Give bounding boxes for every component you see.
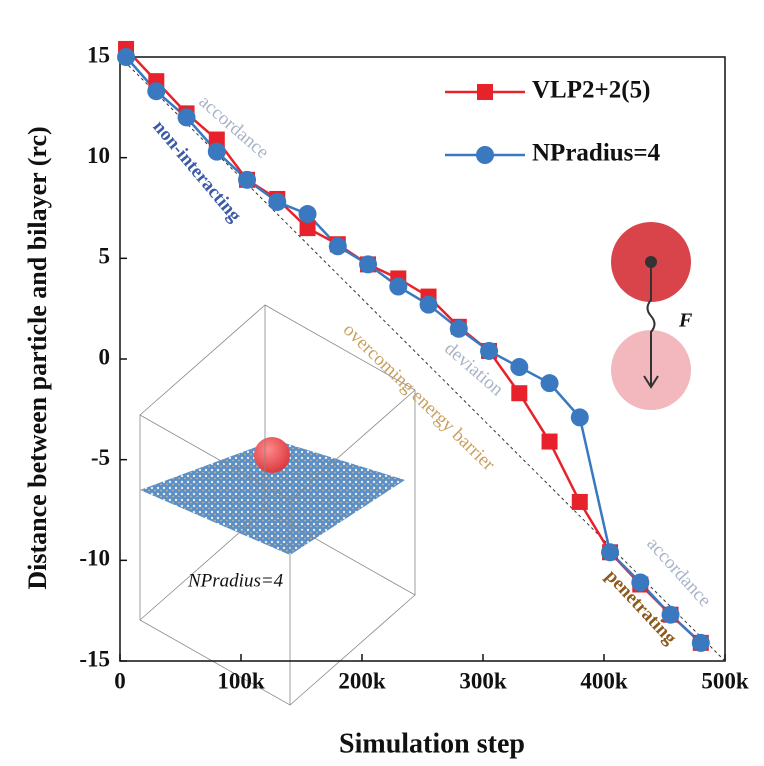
legend-marker (477, 84, 493, 100)
marker (661, 605, 680, 624)
inset-label: NPradius=4 (187, 570, 284, 591)
inset-particle (254, 437, 290, 473)
box-edge (139, 509, 266, 621)
x-tick-label: 300k (459, 668, 507, 693)
force-arrow (643, 375, 659, 389)
y-tick-label: 10 (87, 143, 110, 168)
marker (268, 192, 287, 211)
legend-marker (476, 146, 494, 164)
marker (601, 543, 620, 562)
annotation: overcoming energy barrier (339, 319, 500, 475)
marker (631, 573, 650, 592)
y-tick-label: -10 (79, 546, 110, 571)
marker (359, 255, 378, 274)
marker (147, 82, 166, 101)
legend-label: NPradius=4 (532, 140, 661, 167)
marker (117, 48, 136, 66)
marker (540, 374, 559, 393)
force-diagram (611, 222, 691, 410)
marker (511, 385, 528, 402)
x-axis-label: Simulation step (339, 728, 525, 759)
marker (299, 220, 316, 237)
marker (298, 205, 317, 224)
marker (419, 295, 438, 314)
force-spring (646, 262, 656, 385)
legend-label: VLP2+2(5) (532, 77, 650, 104)
y-axis-label: Distance between particle and bilayer (r… (23, 126, 52, 589)
marker (480, 341, 499, 360)
y-tick-label: -5 (91, 445, 110, 470)
x-tick-label: 500k (701, 668, 749, 693)
marker (449, 319, 468, 338)
reference-line (119, 56, 726, 662)
annotation: accordance (195, 91, 273, 163)
annotation: deviation (440, 338, 508, 401)
x-tick-label: 200k (338, 668, 386, 693)
box-edge (289, 389, 416, 501)
y-tick-label: -15 (79, 646, 110, 671)
annotation: accordance (642, 533, 715, 611)
marker (541, 433, 558, 450)
inset (139, 304, 416, 706)
y-tick-label: 15 (87, 42, 110, 67)
x-tick-label: 400k (580, 668, 628, 693)
x-tick-label: 0 (114, 668, 126, 693)
marker (570, 408, 589, 427)
box-edge (289, 594, 416, 706)
box-edge (139, 304, 266, 416)
marker (238, 170, 257, 189)
marker (691, 633, 710, 652)
y-tick-label: 0 (99, 344, 111, 369)
marker (389, 277, 408, 296)
membrane (140, 440, 405, 555)
x-tick-label: 100k (217, 668, 265, 693)
marker (328, 237, 347, 256)
marker (177, 108, 196, 127)
y-tick-label: 5 (99, 244, 111, 269)
marker (571, 493, 588, 510)
marker (208, 131, 225, 148)
marker (510, 358, 529, 377)
force-label: F (678, 310, 693, 332)
marker (207, 142, 226, 161)
